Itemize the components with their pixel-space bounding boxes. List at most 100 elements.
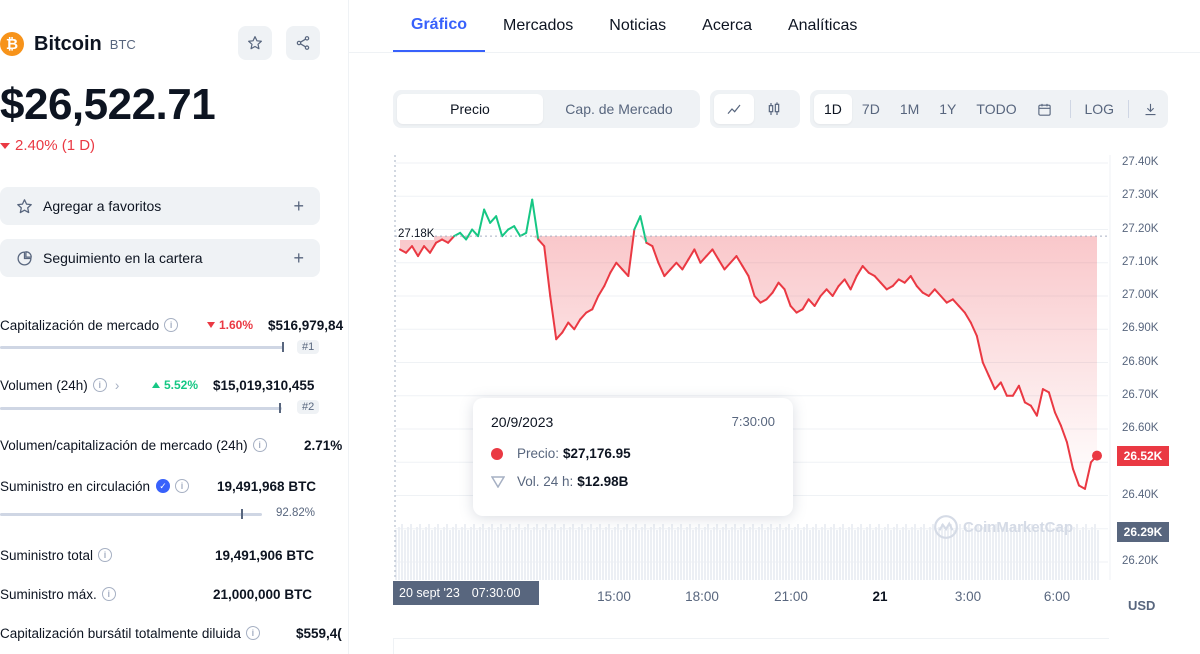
range-todo[interactable]: TODO xyxy=(976,101,1017,117)
volume-bar xyxy=(698,524,700,580)
tab-mercados[interactable]: Mercados xyxy=(503,17,574,34)
price-line-segment xyxy=(645,241,654,248)
circulating-percent: 92.82% xyxy=(276,507,316,519)
circulating-bar xyxy=(0,513,262,516)
volume-bar xyxy=(1097,530,1099,580)
volume-bar xyxy=(1055,527,1057,580)
total-supply-value: 19,491,906 BTC xyxy=(215,547,315,563)
volume-bar xyxy=(1067,524,1069,580)
volume-bar xyxy=(848,527,850,580)
price-line-segment xyxy=(495,215,504,238)
line-chart-button[interactable] xyxy=(714,94,754,124)
download-button[interactable] xyxy=(1137,94,1164,124)
price-line-segment xyxy=(909,275,918,288)
volume-bar xyxy=(608,524,610,580)
info-icon[interactable]: i xyxy=(164,318,179,332)
star-icon xyxy=(248,36,262,50)
volume-bar xyxy=(1010,527,1012,580)
volume-bar xyxy=(1085,524,1087,580)
crosshair-date: 20 sept '23 xyxy=(399,586,460,600)
volume-bar xyxy=(743,524,745,580)
volume-bar xyxy=(1052,530,1054,580)
price-line-segment xyxy=(423,245,432,254)
tab-acerca[interactable]: Acerca xyxy=(702,17,752,34)
volume-bar xyxy=(737,530,739,580)
favorite-button[interactable] xyxy=(238,26,272,60)
price-line-segment xyxy=(933,288,942,297)
coinmarketcap-logo-icon xyxy=(934,515,958,539)
volume-bar xyxy=(950,524,952,580)
volume-bar xyxy=(611,530,613,580)
volume-bar xyxy=(791,530,793,580)
range-1d[interactable]: 1D xyxy=(814,94,852,124)
volume-bar xyxy=(644,524,646,580)
calendar-button[interactable] xyxy=(1027,94,1062,124)
stat-label: Volumen/capitalización de mercado (24h) xyxy=(0,437,248,453)
stat-total-supply: Suministro total i 19,491,906 BTC xyxy=(0,545,348,565)
range-1y[interactable]: 1Y xyxy=(939,101,957,117)
info-icon[interactable]: i xyxy=(245,626,260,640)
price-line-segment xyxy=(771,281,780,294)
price-line-segment xyxy=(897,278,906,284)
volume-bar xyxy=(650,527,652,580)
market-cap-toggle[interactable]: Cap. de Mercado xyxy=(565,101,673,117)
volume-bar xyxy=(977,524,979,580)
info-icon[interactable]: i xyxy=(101,587,116,601)
divider xyxy=(1069,100,1071,118)
track-portfolio-button[interactable]: Seguimiento en la cartera + xyxy=(0,239,320,277)
volume-bar xyxy=(920,527,922,580)
chevron-right-icon[interactable]: › xyxy=(114,377,120,393)
tooltip-volume-row: Vol. 24 h: $12.98B xyxy=(491,474,628,489)
volume-bar xyxy=(704,527,706,580)
volume-bar xyxy=(710,530,712,580)
y-tick-label: 26.70K xyxy=(1122,388,1159,401)
price-toggle[interactable]: Precio xyxy=(397,94,543,124)
volume-bar xyxy=(1043,530,1045,580)
candlestick-button[interactable] xyxy=(754,94,794,124)
y-tick-label: 26.60K xyxy=(1122,422,1159,434)
down-arrow-icon xyxy=(207,322,215,328)
info-icon[interactable]: i xyxy=(252,438,267,452)
tab-noticias[interactable]: Noticias xyxy=(609,17,667,34)
x-tick-label: 18:00 xyxy=(685,589,719,604)
y-tick-label: 26.90K xyxy=(1122,322,1159,335)
price-line-segment xyxy=(537,238,546,248)
volume-bar xyxy=(521,530,523,580)
price-line-segment xyxy=(777,281,786,291)
price-line-segment xyxy=(999,381,1008,397)
info-icon[interactable]: i xyxy=(175,479,190,493)
info-icon[interactable]: i xyxy=(98,548,113,562)
stat-fdv: Capitalización bursátil totalmente dilui… xyxy=(0,623,348,643)
volume-bar xyxy=(1049,524,1051,580)
divider xyxy=(1128,100,1129,118)
info-icon[interactable]: i xyxy=(92,378,107,392)
price-dot-icon xyxy=(491,447,503,460)
volume-bar xyxy=(617,524,619,580)
volume-bar xyxy=(527,524,529,580)
volume-bar xyxy=(1022,524,1024,580)
volume-change: 5.52% xyxy=(152,378,198,392)
y-tick-label: 26.40K xyxy=(1122,488,1159,501)
price-line-segment xyxy=(477,208,486,238)
price-line-segment xyxy=(885,285,894,291)
stat-vol-mcap: Volumen/capitalización de mercado (24h) … xyxy=(0,435,348,455)
volume-bar xyxy=(890,530,892,580)
tab-analiticas[interactable]: Analíticas xyxy=(787,17,858,34)
range-7d[interactable]: 7D xyxy=(861,101,880,117)
range-1m[interactable]: 1M xyxy=(899,101,920,117)
y-tick-label: 27.30K xyxy=(1122,189,1159,202)
stat-label: Volumen (24h) xyxy=(0,377,88,393)
volume-bar xyxy=(512,530,514,580)
volume-bar xyxy=(1031,524,1033,580)
log-scale-button[interactable]: LOG xyxy=(1084,101,1115,117)
share-button[interactable] xyxy=(286,26,320,60)
volume-bar xyxy=(632,527,634,580)
volume-bar xyxy=(476,530,478,580)
price-line-segment xyxy=(441,238,450,244)
tab-grafico[interactable]: Gráfico xyxy=(393,0,486,52)
range-selector: 1D 7D 1M 1Y TODO LOG xyxy=(810,90,1168,128)
add-to-watchlist-button[interactable]: Agregar a favoritos + xyxy=(0,187,320,225)
volume-bar xyxy=(953,530,955,580)
volume-bar xyxy=(446,524,448,580)
